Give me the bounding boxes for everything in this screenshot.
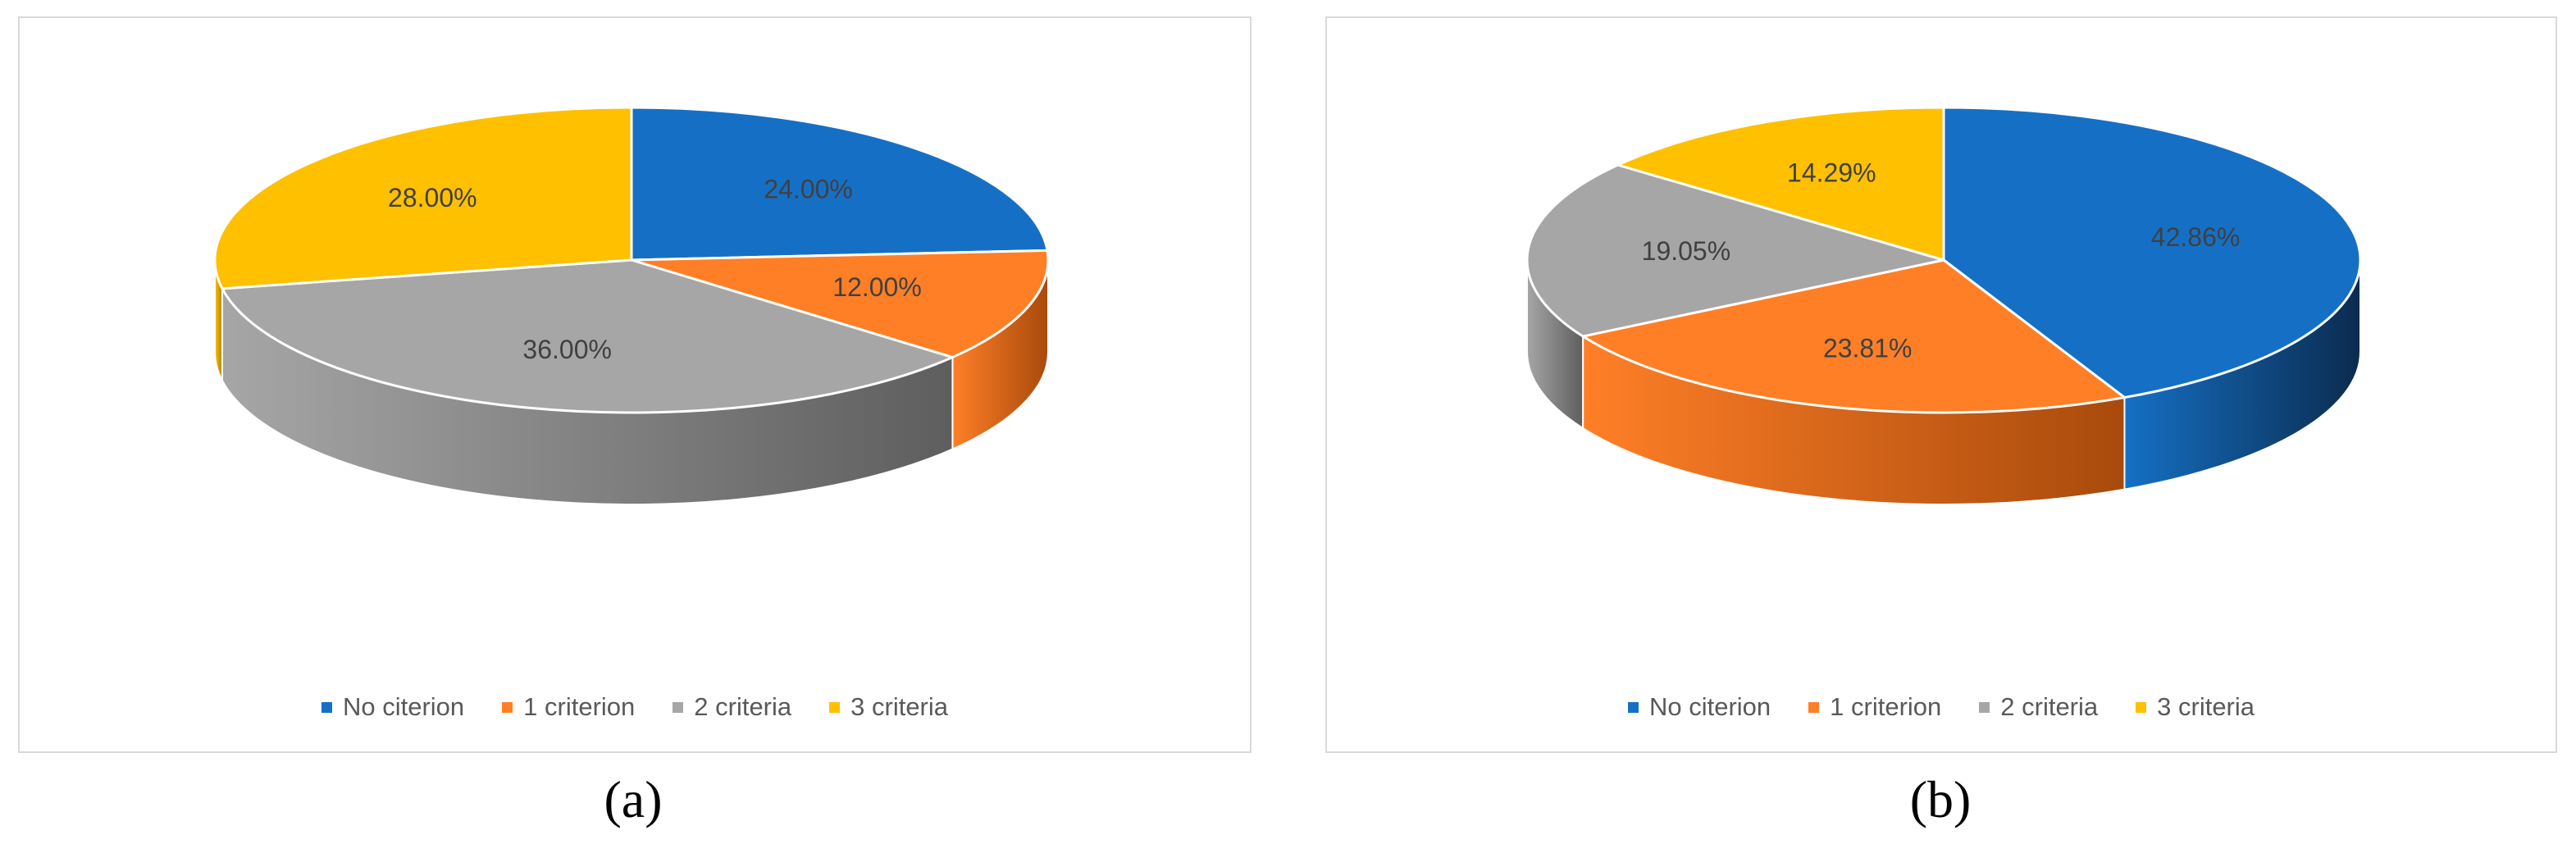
data-label-1-criterion: 23.81% [1823, 334, 1913, 363]
legend-swatch [1808, 701, 1820, 713]
data-label-3-criteria: 14.29% [1787, 158, 1876, 188]
legend-item-2-criteria: 2 criteria [672, 692, 791, 722]
pie-slice-2-criteria [221, 258, 954, 414]
legend-item-no-citerion: No citerion [1627, 692, 1771, 722]
pie-slice-no-citerion [1942, 106, 2362, 399]
pie-slice-1-criterion [1581, 258, 2126, 414]
pie-slice-3-criteria [213, 106, 633, 290]
legend-swatch [321, 701, 332, 713]
legend-label: 1 criterion [523, 692, 636, 721]
legend-label: 1 criterion [1830, 692, 1942, 721]
data-label-2-criteria: 36.00% [522, 335, 612, 364]
data-label-no-citerion: 42.86% [2151, 222, 2241, 252]
legend-label: No citerion [342, 692, 465, 721]
data-label-no-citerion: 24.00% [764, 174, 853, 203]
pie-chart-b: 42.86% 23.81% 19.05% 14.29% [1525, 106, 2362, 505]
legend-b: No citerion 1 criterion 2 criteria 3 criter… [1327, 692, 2555, 722]
legend-label: No citerion [1648, 692, 1771, 721]
legend-swatch [1627, 701, 1639, 713]
data-label-2-criteria: 19.05% [1642, 236, 1731, 266]
caption-a: (a) [604, 770, 663, 828]
pie-chart-panel-b: 42.86% 23.81% 19.05% 14.29% No citerion 1 cr… [1325, 16, 2557, 753]
legend-label: 3 criteria [2157, 692, 2255, 721]
legend-item-no-citerion: No citerion [321, 692, 464, 722]
legend-swatch [502, 701, 513, 713]
legend-swatch [672, 701, 684, 713]
legend-label: 2 criteria [2000, 692, 2099, 721]
pie-slice-no-citerion [630, 106, 1049, 262]
data-label-3-criteria: 28.00% [388, 183, 477, 212]
data-label-1-criterion: 12.00% [832, 272, 922, 302]
pie-chart-a: 24.00% 12.00% 36.00% 28.00% [213, 106, 1050, 505]
pie-slice-3-criteria [1616, 106, 1945, 262]
legend-label: 3 criteria [850, 692, 949, 721]
legend-swatch [1979, 701, 1990, 713]
legend-item-1-criterion: 1 criterion [502, 692, 635, 722]
legend-a: No citerion 1 criterion 2 criteria 3 criter… [20, 692, 1250, 722]
legend-item-2-criteria: 2 criteria [1979, 692, 2098, 722]
pie-slice-1-criterion [630, 249, 1050, 359]
legend-swatch [2136, 701, 2147, 713]
legend-item-3-criteria: 3 criteria [2136, 692, 2255, 722]
pie-chart-panel-a: 24.00% 12.00% 36.00% 28.00% No citerion 1 cr… [18, 16, 1252, 753]
caption-b: (b) [1909, 770, 1972, 828]
legend-swatch [829, 701, 841, 713]
pie-slice-2-criteria [1525, 163, 1945, 338]
legend-item-3-criteria: 3 criteria [829, 692, 948, 722]
legend-label: 2 criteria [694, 692, 792, 721]
legend-item-1-criterion: 1 criterion [1808, 692, 1941, 722]
